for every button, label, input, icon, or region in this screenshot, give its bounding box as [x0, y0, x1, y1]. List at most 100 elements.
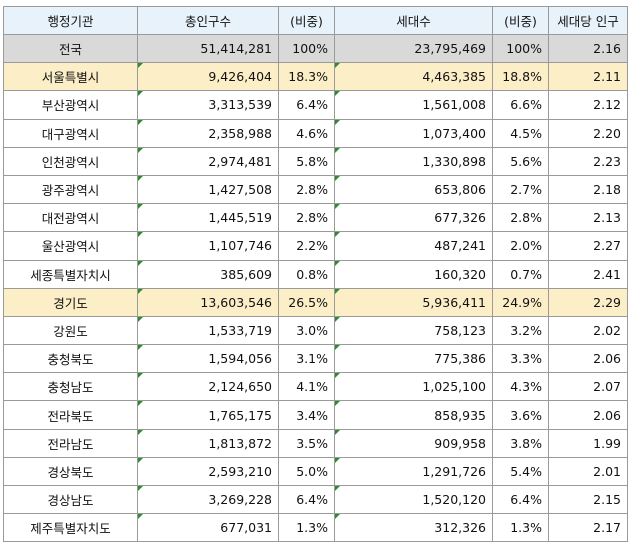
cell-region[interactable]: 강원도 [3, 315, 138, 346]
cell-household-share[interactable]: 6.6% [492, 90, 549, 120]
cell-household-share[interactable]: 100% [492, 33, 549, 64]
cell-per-household[interactable]: 2.01 [548, 456, 628, 487]
cell-region[interactable]: 경상남도 [3, 484, 138, 515]
cell-population-share[interactable]: 100% [278, 33, 335, 64]
cell-household-share[interactable]: 3.8% [492, 428, 549, 458]
cell-households[interactable]: 5,936,411 [334, 287, 493, 317]
header-cell-households[interactable]: 세대수 [334, 6, 493, 35]
cell-region[interactable]: 대구광역시 [3, 118, 138, 148]
cell-household-share[interactable]: 3.2% [492, 315, 549, 346]
cell-households[interactable]: 775,386 [334, 344, 493, 374]
cell-per-household[interactable]: 2.16 [548, 33, 628, 64]
header-cell-population[interactable]: 총인구수 [137, 6, 279, 35]
cell-per-household[interactable]: 2.20 [548, 118, 628, 148]
cell-population[interactable]: 1,445,519 [137, 203, 279, 233]
cell-per-household[interactable]: 1.99 [548, 428, 628, 458]
cell-population[interactable]: 1,813,872 [137, 428, 279, 458]
cell-region[interactable]: 인천광역시 [3, 146, 138, 176]
cell-population[interactable]: 1,765,175 [137, 400, 279, 430]
cell-population-share[interactable]: 3.4% [278, 400, 335, 430]
cell-population-share[interactable]: 6.4% [278, 484, 335, 515]
cell-population-share[interactable]: 3.1% [278, 344, 335, 374]
cell-population-share[interactable]: 4.6% [278, 118, 335, 148]
cell-population-share[interactable]: 26.5% [278, 287, 335, 317]
cell-per-household[interactable]: 2.13 [548, 203, 628, 233]
cell-population[interactable]: 3,269,228 [137, 484, 279, 515]
cell-per-household[interactable]: 2.41 [548, 259, 628, 289]
cell-household-share[interactable]: 2.0% [492, 231, 549, 261]
cell-per-household[interactable]: 2.07 [548, 372, 628, 402]
cell-per-household[interactable]: 2.29 [548, 287, 628, 317]
cell-households[interactable]: 858,935 [334, 400, 493, 430]
cell-per-household[interactable]: 2.06 [548, 400, 628, 430]
cell-household-share[interactable]: 1.3% [492, 513, 549, 543]
cell-population[interactable]: 2,593,210 [137, 456, 279, 487]
cell-households[interactable]: 909,958 [334, 428, 493, 458]
cell-population[interactable]: 677,031 [137, 513, 279, 543]
cell-region[interactable]: 충청북도 [3, 344, 138, 374]
cell-population-share[interactable]: 5.8% [278, 146, 335, 176]
cell-household-share[interactable]: 4.5% [492, 118, 549, 148]
cell-population-share[interactable]: 0.8% [278, 259, 335, 289]
cell-per-household[interactable]: 2.02 [548, 315, 628, 346]
cell-population-share[interactable]: 3.0% [278, 315, 335, 346]
cell-region[interactable]: 광주광역시 [3, 174, 138, 205]
cell-region[interactable]: 제주특별자치도 [3, 513, 138, 543]
cell-population[interactable]: 2,974,481 [137, 146, 279, 176]
cell-region[interactable]: 전라북도 [3, 400, 138, 430]
cell-population-share[interactable]: 1.3% [278, 513, 335, 543]
cell-household-share[interactable]: 24.9% [492, 287, 549, 317]
cell-region[interactable]: 부산광역시 [3, 90, 138, 120]
cell-population[interactable]: 2,358,988 [137, 118, 279, 148]
cell-population-share[interactable]: 2.8% [278, 203, 335, 233]
cell-region[interactable]: 충청남도 [3, 372, 138, 402]
cell-per-household[interactable]: 2.17 [548, 513, 628, 543]
cell-population[interactable]: 1,533,719 [137, 315, 279, 346]
cell-population[interactable]: 1,107,746 [137, 231, 279, 261]
cell-per-household[interactable]: 2.06 [548, 344, 628, 374]
cell-households[interactable]: 23,795,469 [334, 33, 493, 64]
cell-households[interactable]: 1,291,726 [334, 456, 493, 487]
cell-household-share[interactable]: 2.7% [492, 174, 549, 205]
cell-region[interactable]: 울산광역시 [3, 231, 138, 261]
cell-households[interactable]: 487,241 [334, 231, 493, 261]
cell-household-share[interactable]: 3.3% [492, 344, 549, 374]
cell-population[interactable]: 51,414,281 [137, 33, 279, 64]
cell-population-share[interactable]: 2.8% [278, 174, 335, 205]
cell-population[interactable]: 1,594,056 [137, 344, 279, 374]
cell-households[interactable]: 653,806 [334, 174, 493, 205]
cell-region[interactable]: 세종특별자치시 [3, 259, 138, 289]
cell-region[interactable]: 서울특별시 [3, 62, 138, 92]
cell-household-share[interactable]: 4.3% [492, 372, 549, 402]
cell-household-share[interactable]: 5.6% [492, 146, 549, 176]
cell-per-household[interactable]: 2.27 [548, 231, 628, 261]
header-cell-region[interactable]: 행정기관 [3, 6, 138, 35]
cell-population-share[interactable]: 3.5% [278, 428, 335, 458]
cell-households[interactable]: 1,330,898 [334, 146, 493, 176]
cell-region[interactable]: 전국 [3, 33, 138, 64]
cell-per-household[interactable]: 2.12 [548, 90, 628, 120]
cell-region[interactable]: 전라남도 [3, 428, 138, 458]
cell-region[interactable]: 경상북도 [3, 456, 138, 487]
cell-population-share[interactable]: 2.2% [278, 231, 335, 261]
cell-households[interactable]: 1,561,008 [334, 90, 493, 120]
cell-population[interactable]: 1,427,508 [137, 174, 279, 205]
cell-households[interactable]: 677,326 [334, 203, 493, 233]
cell-population[interactable]: 385,609 [137, 259, 279, 289]
cell-population[interactable]: 13,603,546 [137, 287, 279, 317]
header-cell-household-share[interactable]: (비중) [492, 6, 549, 35]
cell-households[interactable]: 1,025,100 [334, 372, 493, 402]
cell-household-share[interactable]: 5.4% [492, 456, 549, 487]
cell-household-share[interactable]: 6.4% [492, 484, 549, 515]
cell-per-household[interactable]: 2.23 [548, 146, 628, 176]
cell-population-share[interactable]: 6.4% [278, 90, 335, 120]
cell-household-share[interactable]: 2.8% [492, 203, 549, 233]
cell-households[interactable]: 1,520,120 [334, 484, 493, 515]
cell-population-share[interactable]: 4.1% [278, 372, 335, 402]
cell-household-share[interactable]: 0.7% [492, 259, 549, 289]
cell-population-share[interactable]: 5.0% [278, 456, 335, 487]
cell-households[interactable]: 1,073,400 [334, 118, 493, 148]
cell-per-household[interactable]: 2.11 [548, 62, 628, 92]
cell-population-share[interactable]: 18.3% [278, 62, 335, 92]
cell-household-share[interactable]: 18.8% [492, 62, 549, 92]
